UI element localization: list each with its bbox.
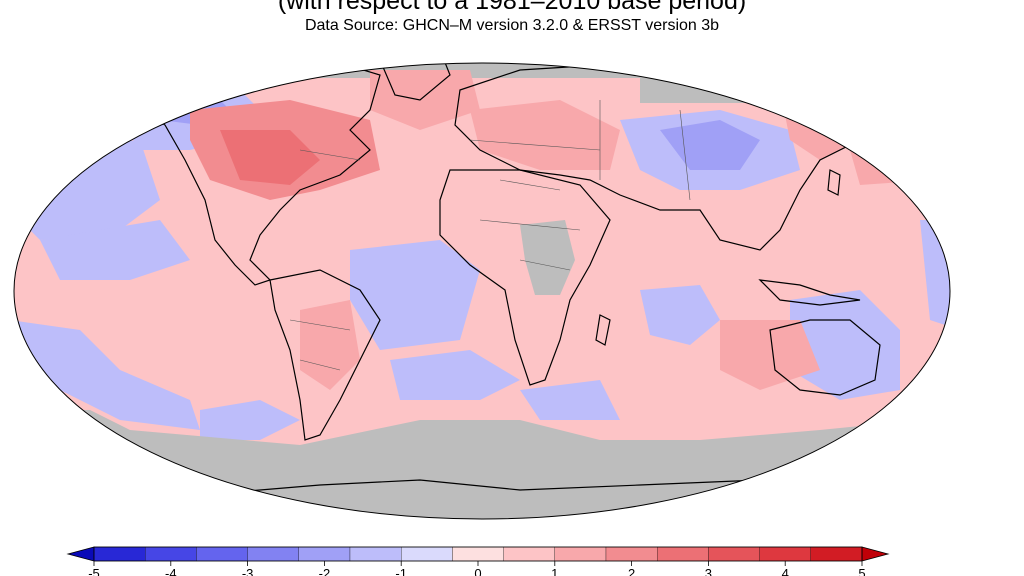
japan-coast: [827, 169, 841, 196]
legend-swatch: [145, 546, 197, 562]
legend-swatch: [657, 546, 709, 562]
legend-tick-label: -1: [395, 566, 407, 576]
africa-coast: [439, 169, 611, 386]
south-atlantic-cool: [520, 380, 620, 420]
globe-outline: [13, 62, 951, 520]
legend-swatch: [298, 546, 351, 562]
australia-coast: [769, 319, 881, 396]
madagascar-coast: [595, 314, 611, 346]
data-source-label: Data Source: GHCN–M version 3.2.0 & ERSS…: [304, 17, 720, 34]
legend-ticks: -5 -4 -3 -2 -1 0 1 2 3 4 5: [88, 561, 866, 576]
country-borders: [289, 100, 691, 371]
arctic-nodata: [14, 78, 210, 98]
legend-swatch: [196, 546, 248, 562]
indonesia-coast: [758, 279, 861, 306]
legend-tick-label: 4: [782, 566, 789, 576]
temperature-anomaly-map: [13, 62, 951, 520]
legend-tick-label: -2: [319, 566, 331, 576]
legend-arrow-max: [861, 546, 890, 562]
legend-tick-label: 1: [551, 566, 558, 576]
indian-ocean-cool: [640, 285, 720, 345]
legend-swatch: [401, 546, 453, 562]
indian-ocean-warm: [720, 320, 820, 390]
map-title: (with respect to a 1981–2010 base period…: [277, 0, 747, 15]
legend-bar: [66, 546, 890, 562]
europe-warm: [470, 100, 620, 170]
legend-swatch: [503, 546, 555, 562]
legend-swatch: [554, 546, 607, 562]
legend-swatch: [93, 546, 146, 562]
legend-swatch: [349, 546, 402, 562]
south-atlantic-cool: [390, 350, 520, 400]
legend-tick-label: 0: [474, 566, 481, 576]
legend-swatch: [708, 546, 760, 562]
legend-tick-label: 3: [705, 566, 712, 576]
arctic-nodata: [640, 78, 950, 103]
legend-swatch: [810, 546, 863, 562]
pacific-cool: [40, 220, 190, 280]
legend-tick-label: -3: [242, 566, 254, 576]
north-america-warm: [220, 130, 320, 185]
south-pacific-cool: [200, 400, 300, 440]
legend-swatch: [605, 546, 658, 562]
pacific-cool: [14, 320, 200, 430]
south-america-warm: [300, 300, 360, 390]
south-atlantic-cool: [350, 240, 480, 350]
legend-swatch: [452, 546, 504, 562]
legend-tick-label: -5: [88, 566, 100, 576]
color-legend: -5 -4 -3 -2 -1 0 1 2 3 4 5: [66, 546, 890, 576]
australia-cool: [790, 290, 900, 400]
east-pacific-cool: [920, 220, 950, 330]
legend-tick-label: 5: [858, 566, 865, 576]
north-atlantic-warm: [370, 70, 480, 130]
legend-tick-label: -4: [165, 566, 177, 576]
legend-swatch: [247, 546, 299, 562]
central-africa-nodata: [520, 220, 575, 295]
legend-tick-label: 2: [628, 566, 635, 576]
legend-swatch: [759, 546, 811, 562]
legend-arrow-min: [66, 546, 95, 562]
south-america-coast: [269, 269, 381, 441]
greenland-coast: [379, 63, 451, 101]
